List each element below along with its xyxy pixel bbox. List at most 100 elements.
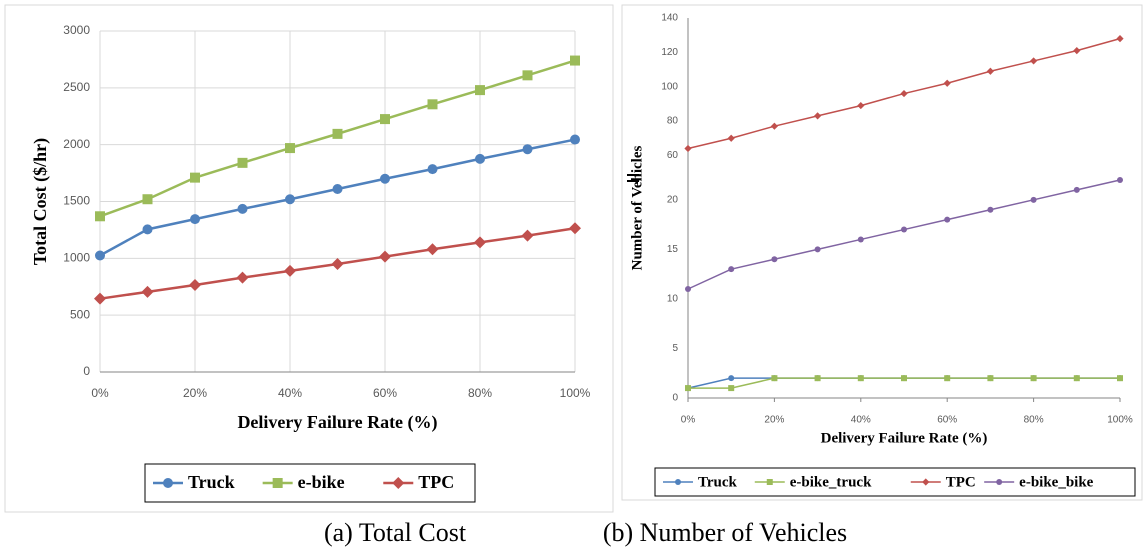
marker xyxy=(237,157,248,168)
legend-box xyxy=(144,463,476,503)
marker xyxy=(987,206,994,213)
marker xyxy=(1073,47,1081,55)
panel-b-frame xyxy=(621,4,1143,501)
y-tick-label: 100 xyxy=(661,81,678,92)
marker xyxy=(685,385,691,392)
legend-marker xyxy=(996,479,1003,485)
x-tick-label: 100% xyxy=(1107,415,1133,426)
marker xyxy=(771,256,778,263)
marker xyxy=(1117,375,1123,382)
y-tick-label: 5 xyxy=(672,343,678,354)
legend-label: e-bike_bike xyxy=(1019,474,1094,490)
marker xyxy=(901,375,907,382)
marker xyxy=(522,144,533,155)
marker xyxy=(142,224,153,235)
marker xyxy=(943,79,951,87)
x-tick-label: 60% xyxy=(373,386,397,400)
marker xyxy=(901,226,907,233)
y-tick-label: 2500 xyxy=(63,80,90,94)
legend-label: e-bike_truck xyxy=(790,474,872,490)
marker xyxy=(1030,57,1038,65)
marker xyxy=(728,385,735,392)
marker xyxy=(332,128,343,139)
x-tick-label: 100% xyxy=(560,386,591,400)
marker xyxy=(1030,375,1037,382)
marker xyxy=(727,134,735,142)
marker xyxy=(684,144,692,153)
marker xyxy=(570,134,580,145)
marker xyxy=(1030,196,1037,203)
marker xyxy=(521,229,534,242)
marker xyxy=(944,375,951,382)
legend-marker xyxy=(272,478,283,488)
marker xyxy=(379,250,391,263)
marker xyxy=(285,143,295,154)
marker xyxy=(814,112,822,120)
legend-label: TPC xyxy=(946,474,976,490)
marker xyxy=(380,173,390,184)
legend-marker xyxy=(675,479,681,485)
marker xyxy=(685,286,691,292)
marker xyxy=(1117,177,1123,183)
legend-marker xyxy=(163,478,173,488)
y-tick-label: 1500 xyxy=(63,194,90,208)
y-axis-label: Total Cost ($/hr) xyxy=(30,138,51,265)
marker xyxy=(944,216,951,223)
marker xyxy=(857,375,864,382)
marker xyxy=(569,222,581,235)
y-tick-label: 2000 xyxy=(63,137,90,151)
marker xyxy=(427,164,438,175)
legend-label: Truck xyxy=(188,472,235,492)
marker xyxy=(189,279,201,292)
marker xyxy=(236,271,249,284)
y-tick-label: 1000 xyxy=(63,251,90,265)
x-axis-label: Delivery Failure Rate (%) xyxy=(237,412,437,433)
y-tick-label: 60 xyxy=(667,150,679,161)
marker xyxy=(380,114,390,125)
y-tick-label: 15 xyxy=(667,244,679,255)
marker xyxy=(95,250,105,261)
y-tick-label: 20 xyxy=(667,194,679,205)
caption: (a) Total Cost xyxy=(324,518,467,547)
marker xyxy=(284,264,296,277)
marker xyxy=(331,258,344,271)
marker xyxy=(857,101,865,110)
marker xyxy=(814,375,821,382)
y-tick-label: 0 xyxy=(83,364,90,378)
x-tick-label: 20% xyxy=(183,386,207,400)
marker xyxy=(285,194,295,205)
marker xyxy=(426,243,439,256)
marker xyxy=(141,285,154,298)
x-tick-label: 60% xyxy=(937,415,957,426)
x-tick-label: 40% xyxy=(278,386,302,400)
marker xyxy=(771,375,778,382)
marker xyxy=(570,55,580,66)
marker xyxy=(522,70,533,81)
legend-label: Truck xyxy=(698,474,738,490)
marker xyxy=(987,375,994,382)
x-tick-label: 0% xyxy=(681,415,696,426)
x-tick-label: 80% xyxy=(1024,415,1044,426)
legend-box xyxy=(654,467,1136,497)
marker xyxy=(94,292,106,305)
marker xyxy=(1116,35,1124,43)
x-axis-label: Delivery Failure Rate (%) xyxy=(821,430,988,446)
x-tick-label: 40% xyxy=(851,415,871,426)
axis-break xyxy=(627,174,639,182)
y-tick-label: 3000 xyxy=(63,23,90,37)
legend-marker xyxy=(392,477,405,489)
marker xyxy=(728,266,735,273)
y-tick-label: 10 xyxy=(667,294,679,305)
legend-marker xyxy=(766,479,773,485)
y-tick-label: 0 xyxy=(672,393,678,404)
marker xyxy=(728,375,735,382)
marker xyxy=(475,153,485,164)
marker xyxy=(237,203,248,214)
marker xyxy=(770,122,778,130)
marker xyxy=(190,214,200,225)
caption: (b) Number of Vehicles xyxy=(603,518,847,547)
marker xyxy=(475,85,485,96)
y-axis-label: Number of Vehicles xyxy=(629,145,645,270)
marker xyxy=(1073,375,1080,382)
